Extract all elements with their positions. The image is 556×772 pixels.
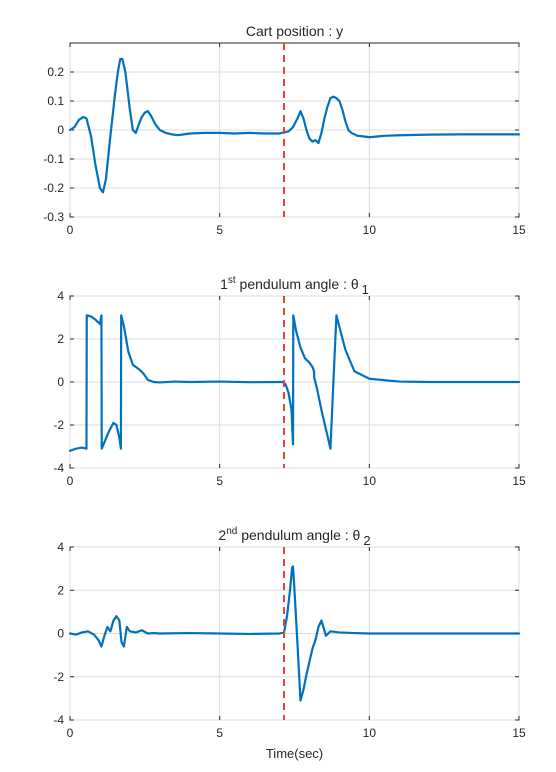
y-tick-label: -0.3	[43, 210, 64, 224]
x-tick-label: 10	[363, 474, 377, 488]
title-ordinal-number: 2	[218, 527, 226, 543]
x-tick-label: 10	[363, 726, 377, 740]
chart-title: Cart position : y	[246, 23, 343, 39]
y-tick-label: -2	[53, 418, 64, 432]
y-tick-label: 0	[57, 627, 64, 641]
x-tick-label: 0	[67, 726, 74, 740]
y-tick-label: 0	[57, 375, 64, 389]
x-tick-label: 0	[67, 474, 74, 488]
title-subscript: 1	[362, 282, 369, 297]
y-tick-label: 0	[57, 123, 64, 137]
series-line	[68, 565, 521, 702]
title-ordinal-suffix: st	[228, 275, 236, 286]
x-tick-label: 15	[512, 474, 526, 488]
y-tick-label: -4	[53, 461, 64, 475]
series-line	[68, 314, 521, 452]
y-tick-label: -0.1	[43, 152, 64, 166]
title-text: Cart position : y	[246, 23, 343, 39]
x-tick-label: 15	[512, 726, 526, 740]
x-tick-label: 0	[67, 223, 74, 237]
y-tick-label: 2	[57, 332, 64, 346]
y-tick-label: 0.1	[47, 94, 64, 108]
series-line	[68, 57, 521, 194]
x-tick-label: 15	[512, 223, 526, 237]
y-tick-label: -0.2	[43, 181, 64, 195]
y-tick-label: 4	[57, 540, 64, 554]
x-tick-label: 5	[216, 726, 223, 740]
y-tick-label: -4	[53, 713, 64, 727]
y-tick-label: 2	[57, 583, 64, 597]
title-ordinal-number: 1	[220, 276, 228, 292]
title-subscript: 2	[363, 533, 370, 548]
x-axis-label: Time(sec)	[266, 746, 323, 761]
x-tick-label: 5	[216, 474, 223, 488]
y-tick-label: -2	[53, 670, 64, 684]
x-tick-label: 10	[363, 223, 377, 237]
title-ordinal-suffix: nd	[226, 526, 237, 537]
cart-position-chart: 0 5 10 15 -0.3 -0.2 -0.1 0 0.1 0.2 Cart position :…	[43, 23, 526, 237]
title-text: pendulum angle : θ	[237, 527, 360, 543]
y-tick-label: 4	[57, 289, 64, 303]
y-tick-label: 0.2	[47, 65, 64, 79]
x-tick-label: 5	[216, 223, 223, 237]
title-text: pendulum angle : θ	[236, 276, 359, 292]
